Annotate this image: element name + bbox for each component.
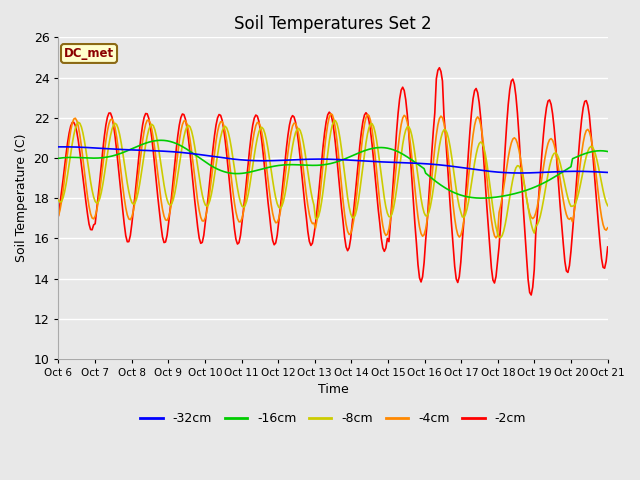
Legend: -32cm, -16cm, -8cm, -4cm, -2cm: -32cm, -16cm, -8cm, -4cm, -2cm <box>135 407 531 430</box>
X-axis label: Time: Time <box>317 384 348 396</box>
Text: DC_met: DC_met <box>64 47 114 60</box>
Title: Soil Temperatures Set 2: Soil Temperatures Set 2 <box>234 15 432 33</box>
Y-axis label: Soil Temperature (C): Soil Temperature (C) <box>15 134 28 263</box>
